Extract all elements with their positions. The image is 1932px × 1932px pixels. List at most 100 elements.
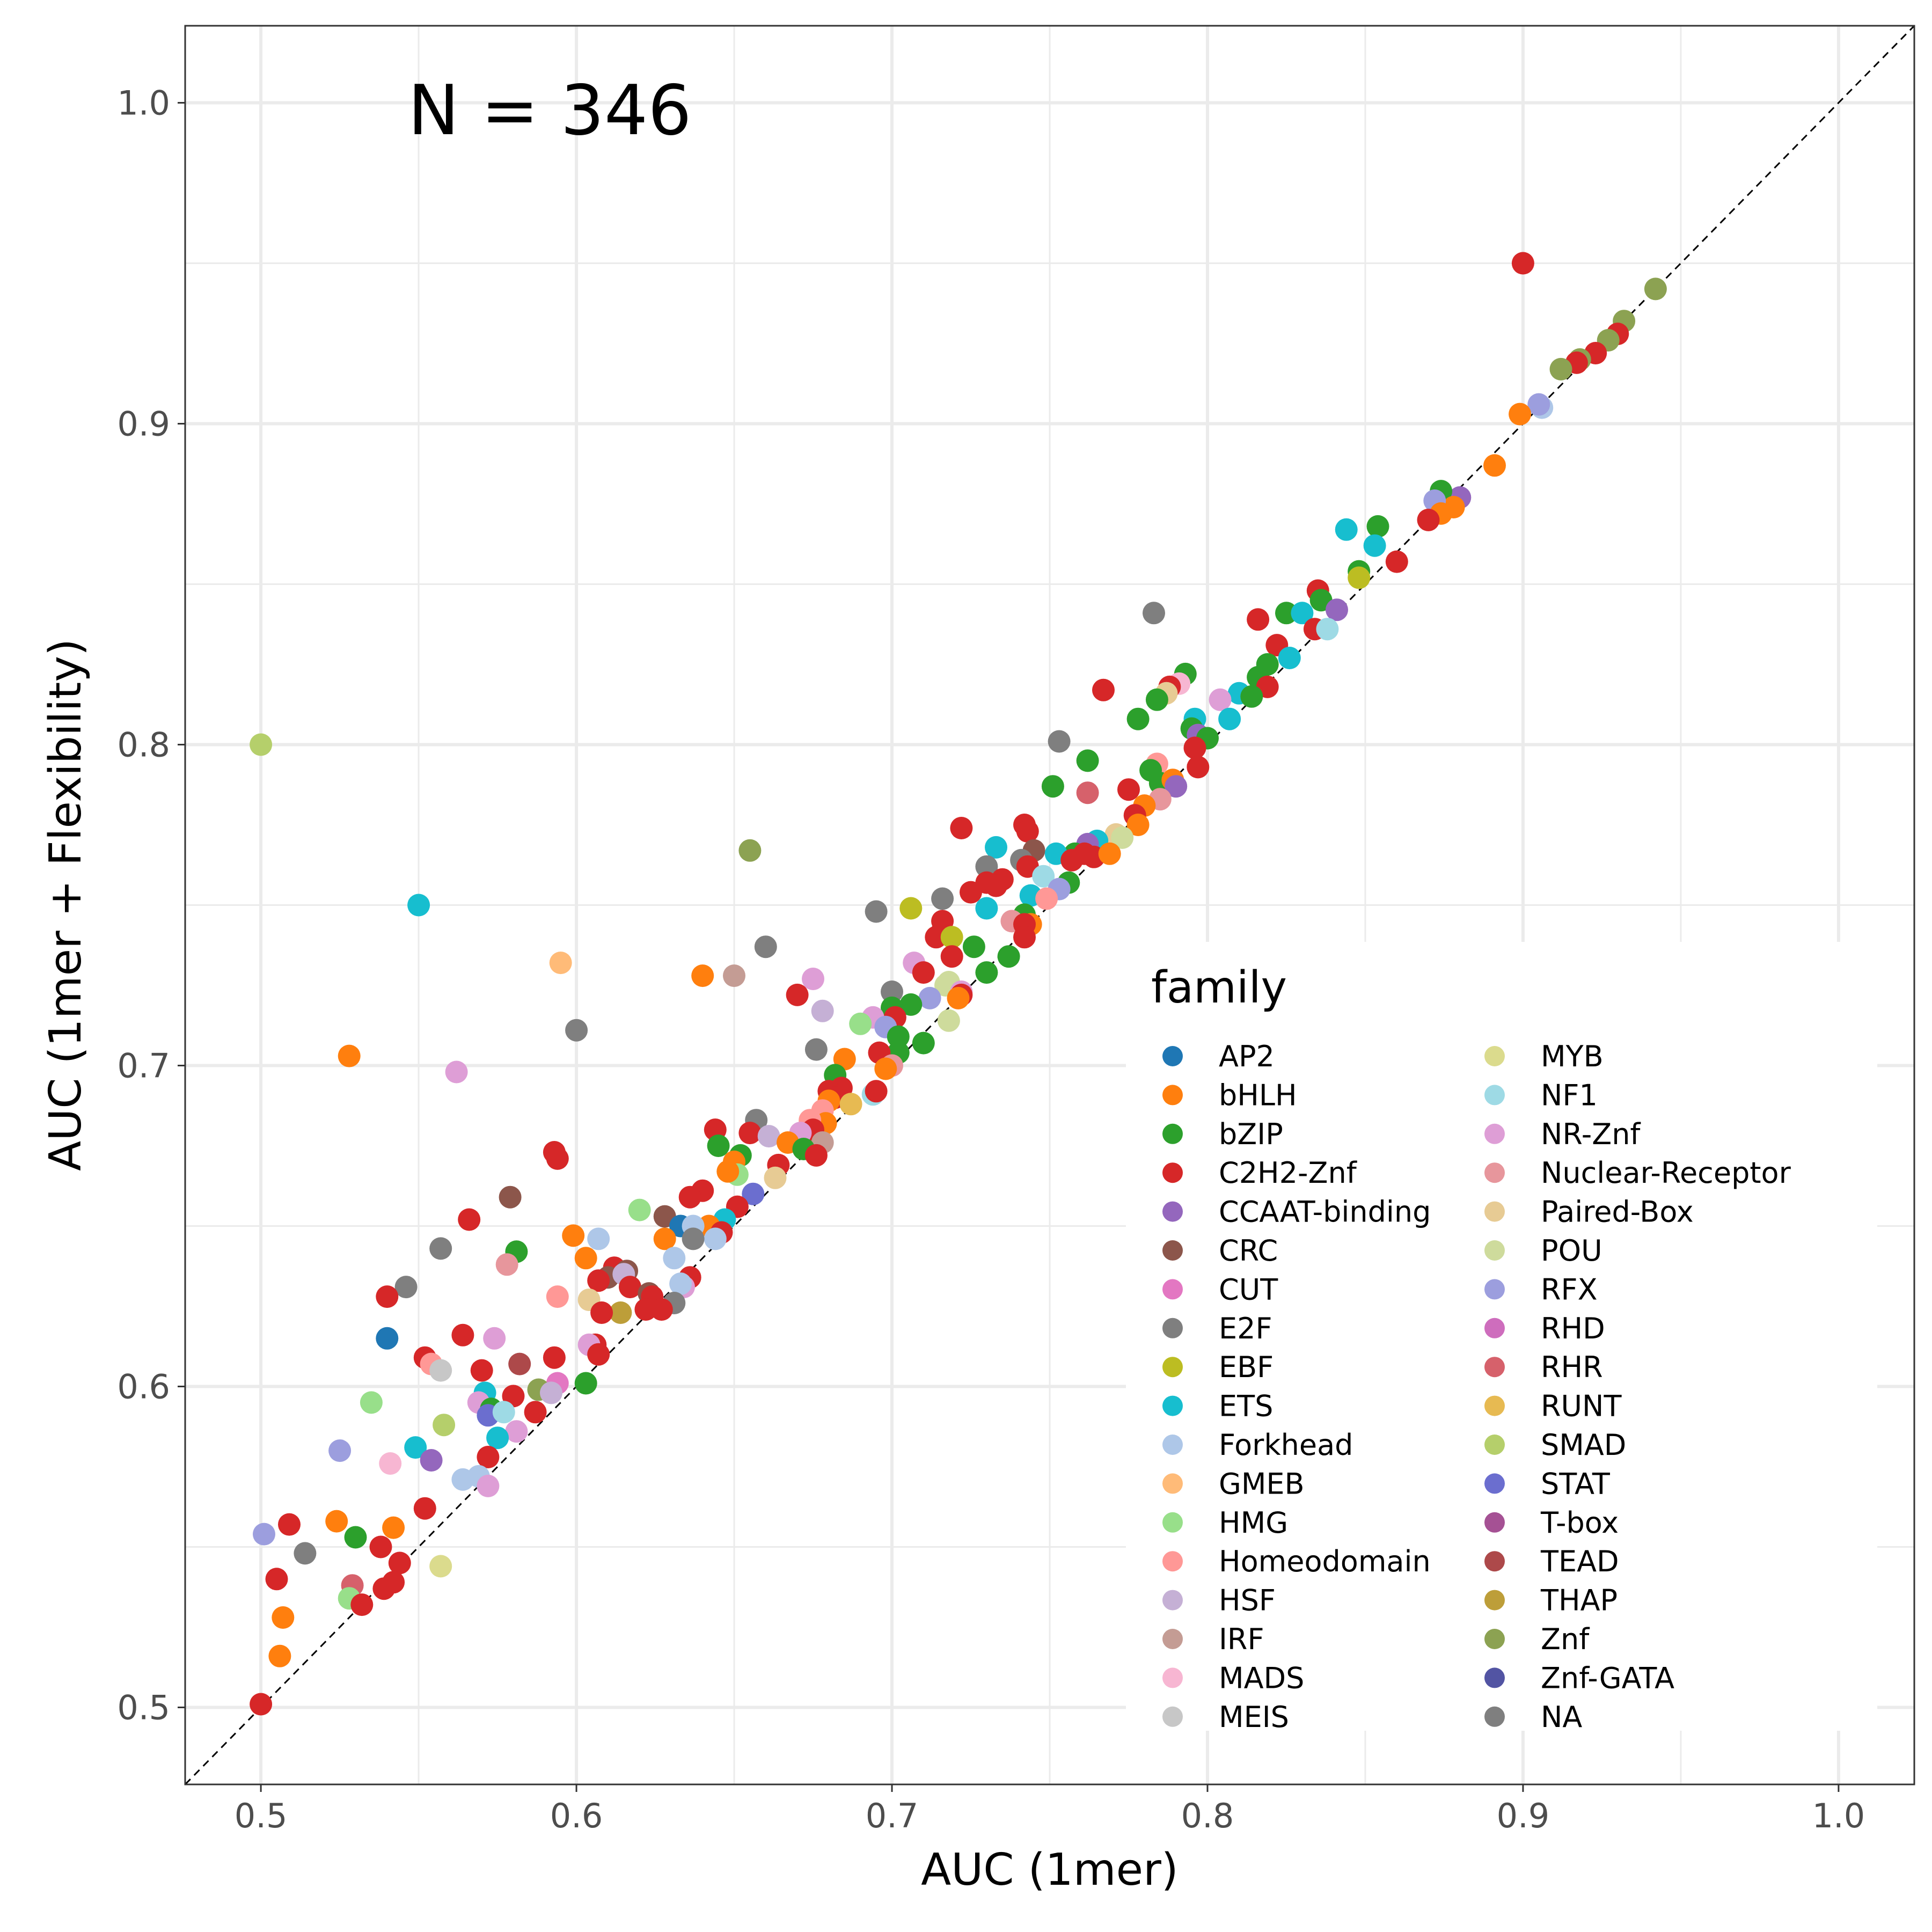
data-point xyxy=(546,1147,569,1170)
data-point xyxy=(250,1693,273,1716)
legend-label: HMG xyxy=(1219,1506,1288,1540)
data-point xyxy=(960,881,982,904)
data-point xyxy=(565,1019,588,1042)
data-point xyxy=(429,1555,452,1578)
data-point xyxy=(1278,647,1301,669)
legend-label: RFX xyxy=(1541,1272,1598,1306)
data-point xyxy=(865,1080,888,1103)
legend-key xyxy=(1162,1085,1183,1106)
legend-key xyxy=(1484,1046,1505,1066)
legend-key xyxy=(1162,1435,1183,1455)
data-point xyxy=(338,1044,361,1067)
data-point xyxy=(272,1606,295,1629)
legend: AP2 bHLH bZIP C2H2-Znf CCAAT-binding CRC CUT E2… xyxy=(1162,1040,1791,1734)
data-point xyxy=(619,1276,641,1299)
data-point xyxy=(912,1031,935,1055)
data-point xyxy=(940,926,963,949)
data-point xyxy=(918,986,941,1009)
data-point xyxy=(420,1449,443,1472)
legend-key xyxy=(1162,1551,1183,1572)
data-point xyxy=(1363,534,1386,557)
legend-key xyxy=(1162,1590,1183,1611)
legend-key xyxy=(1484,1512,1505,1533)
x-tick-label: 0.8 xyxy=(1181,1796,1234,1835)
data-point xyxy=(429,1359,452,1382)
data-point xyxy=(937,1009,960,1032)
legend-label: Paired-Box xyxy=(1541,1195,1694,1229)
data-point xyxy=(609,1301,632,1324)
data-point xyxy=(505,1420,528,1443)
data-point xyxy=(925,926,948,949)
y-tick-label: 1.0 xyxy=(117,84,170,123)
data-point xyxy=(451,1468,474,1491)
data-point xyxy=(663,1247,686,1270)
legend-label: NR-Znf xyxy=(1541,1117,1641,1151)
data-point xyxy=(1041,775,1064,798)
data-point xyxy=(325,1510,348,1533)
data-point xyxy=(738,839,762,862)
legend-key xyxy=(1162,1667,1183,1688)
data-point xyxy=(975,855,998,878)
data-point xyxy=(590,1301,613,1324)
data-point xyxy=(881,980,903,1003)
data-point xyxy=(754,935,777,958)
legend-label: Homeodomain xyxy=(1219,1545,1431,1578)
data-point xyxy=(716,1160,740,1183)
data-point xyxy=(962,935,985,958)
data-point xyxy=(1076,781,1099,804)
legend-label: CUT xyxy=(1219,1272,1278,1306)
data-point xyxy=(404,1436,427,1459)
legend-key xyxy=(1162,1123,1183,1144)
data-point xyxy=(1126,814,1150,836)
data-point xyxy=(650,1298,673,1321)
legend-key xyxy=(1484,1162,1505,1183)
data-point xyxy=(1275,602,1298,625)
data-point xyxy=(1076,749,1099,772)
data-point xyxy=(691,964,714,987)
data-point xyxy=(394,1276,418,1299)
legend-key xyxy=(1484,1123,1505,1144)
data-points xyxy=(250,252,1667,1716)
data-point xyxy=(1098,842,1121,865)
legend-label: THAP xyxy=(1540,1584,1618,1618)
data-point xyxy=(1143,602,1165,625)
data-point xyxy=(1240,685,1263,708)
y-axis-title: AUC (1mer + Flexibility) xyxy=(40,639,91,1171)
legend-label: RHD xyxy=(1541,1312,1605,1345)
data-point xyxy=(669,1272,692,1296)
data-point xyxy=(250,733,273,756)
data-point xyxy=(549,952,572,975)
legend-label: Znf xyxy=(1541,1622,1590,1656)
y-tick-label: 0.6 xyxy=(117,1367,170,1406)
data-point xyxy=(802,968,824,990)
data-point xyxy=(499,1185,522,1209)
data-point xyxy=(1348,566,1371,589)
data-point xyxy=(369,1535,392,1558)
legend-title: family xyxy=(1151,962,1287,1013)
legend-label: AP2 xyxy=(1219,1040,1275,1073)
legend-label: T-box xyxy=(1540,1506,1619,1540)
data-point xyxy=(704,1227,727,1250)
plot-panel-border xyxy=(184,25,1915,1785)
data-point xyxy=(950,817,973,839)
data-point xyxy=(1509,402,1532,426)
data-point xyxy=(849,1012,872,1035)
data-point xyxy=(546,1285,569,1308)
data-point xyxy=(1209,688,1232,711)
legend-key xyxy=(1484,1629,1505,1649)
data-point xyxy=(811,999,834,1022)
x-tick-label: 0.6 xyxy=(550,1796,603,1835)
legend-key xyxy=(1162,1279,1183,1300)
legend-key xyxy=(1484,1357,1505,1378)
legend-label: Forkhead xyxy=(1219,1428,1353,1462)
legend-key xyxy=(1162,1629,1183,1649)
legend-label: bZIP xyxy=(1219,1117,1283,1151)
data-point xyxy=(372,1577,396,1600)
legend-key xyxy=(1162,1512,1183,1533)
legend-label: RHR xyxy=(1541,1350,1603,1384)
x-axis: 0.5 0.6 0.7 0.8 0.9 1.0 xyxy=(235,1784,1865,1835)
data-point xyxy=(1187,756,1210,779)
data-point xyxy=(1060,848,1084,872)
data-point xyxy=(360,1391,383,1414)
x-axis-title: AUC (1mer) xyxy=(921,1845,1179,1896)
